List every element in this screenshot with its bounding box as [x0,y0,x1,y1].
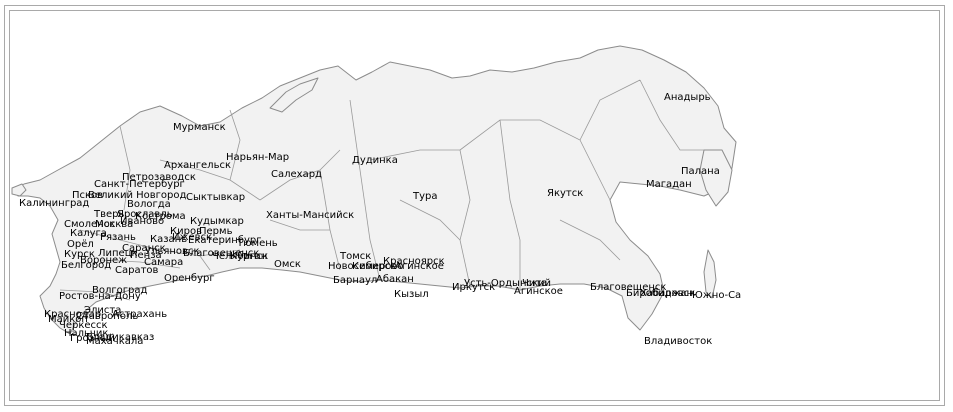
city-label-irkutsk: Иркутск [452,282,496,293]
russia-mainland [13,45,737,335]
city-label-saratov: Саратов [115,265,159,276]
city-label-magadan: Магадан [646,179,692,190]
city-label-kudymkar: Кудымкар [190,216,244,227]
city-label-salekhard: Салехард [271,169,322,180]
city-label-stavropol: Ставрополь [76,311,139,322]
city-label-belgorod: Белгород [61,260,112,271]
city-label-cherkessk: Черкесск [59,320,108,331]
city-label-tyumen: Тюмень [237,238,278,249]
city-label-kursk: Курск [64,249,95,260]
city-label-barnaul: Барнаул [333,275,378,286]
city-label-vladikavkaz: Владикавказ [86,332,155,343]
city-label-tomsk: Томск [340,251,372,262]
city-label-omsk: Омск [274,259,301,270]
city-label-ust-ordynsky: Усть-Ордынский [464,278,552,289]
city-label-kurgan: Курган [230,251,268,262]
city-label-kostroma: Кострома [135,211,186,222]
city-label-novosibirsk: Новосибирск [328,261,397,272]
city-label-vologda: Вологда [127,199,171,210]
city-label-anadyr: Анадырь [664,92,711,103]
city-label-aginskoe: Агинское [514,286,563,297]
city-label-yakutsk: Якутск [547,188,584,199]
city-label-kaluga: Калуга [70,228,107,239]
city-label-pskov: Псков [72,190,104,201]
city-label-oryol: Орёл [67,239,94,250]
city-label-perm: Пермь [199,226,233,237]
city-label-rostov: Ростов-на-Дону [59,291,141,302]
city-label-yuzhno-sakhalinsk: Южно-Са [692,290,742,301]
city-label-smolensk: Смоленск [64,219,116,230]
city-label-syktyvkar: Сыктывкар [186,192,246,203]
city-label-arkhangelsk: Архангельск [164,160,232,171]
city-label-abakan: Абакан [376,274,414,285]
city-label-astrakhan: Астрахань [112,309,168,320]
city-label-nalchik: Нальчик [64,328,109,339]
city-label-yaroslavl: Ярославль [117,209,173,220]
city-label-tver: Тверь [94,209,125,220]
city-label-ivanovo: Иваново [120,216,165,227]
city-label-naryan-mar: Нарьян-Мар [226,152,290,163]
city-label-kirov: Киров [170,226,202,237]
kamchatka [699,149,733,207]
city-label-dudinka: Дудинка [352,155,398,166]
city-label-izhevsk: Ижевск [172,232,213,243]
city-label-samara: Самара [144,257,184,268]
city-label-khanty-mansiysk: Ханты-Мансийск [266,210,355,221]
city-label-chelyabinsk: Челябинск [212,251,269,262]
city-label-saint-petersburg: Санкт-Петербург [94,179,185,190]
city-label-velikiy-novgorod: Великий Новгород [88,190,187,201]
city-label-saransk: Саранск [122,243,166,254]
city-label-grozny: Грозный [70,333,115,344]
city-label-kaliningrad: Калининград [19,198,90,209]
city-label-ulyanovsk: Ульяновск [145,246,200,257]
city-label-krasnoyarsk: Красноярск [383,256,445,267]
city-label-orenburg: Оренбург [164,273,215,284]
city-label-birobidzhan: Биробиджан [626,288,694,299]
city-label-maykop: Майкоп [48,314,88,325]
city-label-murmansk: Мурманск [173,122,226,133]
city-label-moscow: Москва [95,219,134,230]
city-label-yekaterinburg: Екатеринбург [188,235,262,246]
city-label-palana: Палана [681,166,720,177]
city-label-lipetsk: Липецк [98,248,138,259]
city-label-voronezh: Воронеж [80,255,128,266]
kaliningrad-enclave [11,183,27,197]
city-label-makhachkala: Махачкала [86,336,144,347]
city-label-elista: Элиста [84,305,122,316]
city-label-blagoveshchensk: Благовещенск [590,282,667,293]
region-borders [59,79,704,301]
city-label-chita: Чита [522,278,548,289]
sakhalin [703,249,717,299]
city-label-kazan: Казань [150,234,188,245]
novaya-zemlya [269,77,319,113]
city-label-kyzyl: Кызыл [394,289,429,300]
city-label-kemerovo: Кемерово [352,261,404,272]
city-label-aginskoe-north: Агинское [395,261,444,272]
city-label-petrozavodsk: Петрозаводск [122,172,196,183]
city-label-krasnodar: Краснодар [44,309,102,320]
city-label-ryazan: Рязань [100,232,136,243]
city-label-blagoveshchensk-ural: Благовещенск [183,248,260,259]
city-label-vladivostok: Владивосток [644,336,713,347]
city-label-volgograd: Волгоград [92,285,148,296]
city-label-khabarovsk: Хабаровск [640,288,696,299]
city-label-tura: Тура [413,191,438,202]
city-label-penza: Пенза [130,250,162,261]
